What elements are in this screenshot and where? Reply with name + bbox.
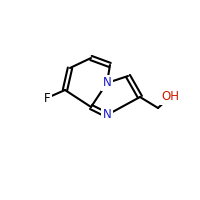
Text: N: N	[103, 76, 111, 90]
Text: F: F	[44, 92, 50, 104]
Text: OH: OH	[161, 90, 179, 104]
Text: N: N	[103, 108, 111, 121]
